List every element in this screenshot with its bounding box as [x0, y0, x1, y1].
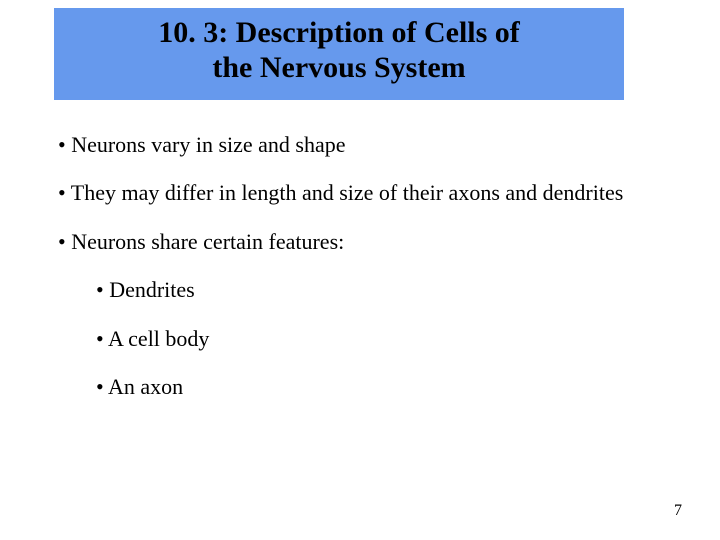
- bullet-item: • Neurons share certain features:: [58, 229, 662, 255]
- title-line-2: the Nervous System: [212, 51, 465, 84]
- slide-title: 10. 3: Description of Cells of the Nervo…: [54, 8, 624, 100]
- bullet-item: • They may differ in length and size of …: [58, 180, 662, 206]
- bullet-sub-item: • A cell body: [96, 326, 662, 352]
- page-number: 7: [674, 502, 682, 520]
- title-line-1: 10. 3: Description of Cells of: [158, 16, 520, 49]
- bullet-sub-item: • Dendrites: [96, 277, 662, 303]
- bullet-sub-item: • An axon: [96, 374, 662, 400]
- bullet-item: • Neurons vary in size and shape: [58, 132, 662, 158]
- slide: 10. 3: Description of Cells of the Nervo…: [0, 0, 720, 540]
- slide-body: • Neurons vary in size and shape • They …: [58, 132, 662, 422]
